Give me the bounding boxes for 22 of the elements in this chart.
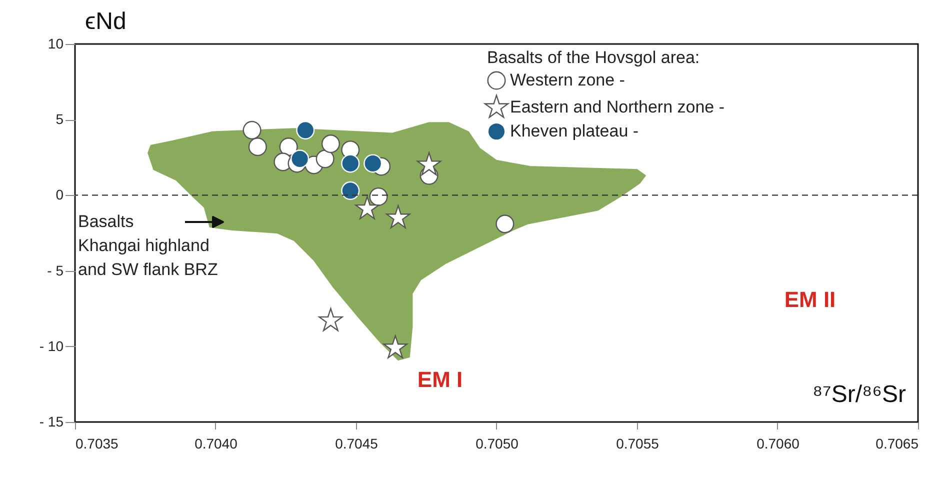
legend-label: Eastern and Northern zone - [510, 98, 725, 116]
x-tick-label: 0.7045 [335, 436, 378, 452]
legend-title: Basalts of the Hovsgol area: [487, 48, 700, 67]
y-tick-label: - 10 [39, 338, 64, 354]
x-tick-label: 0.7065 [876, 436, 919, 452]
annotation: EM I [417, 367, 463, 392]
x-tick-label: 0.7060 [756, 436, 800, 452]
x-tick-label: 0.7050 [476, 436, 519, 452]
legend-label: Kheven plateau - [510, 122, 639, 140]
y-axis-title: ϵNd [85, 8, 126, 35]
y-tick-label: - 5 [47, 262, 64, 278]
x-tick-label: 0.7040 [194, 436, 238, 452]
x-axis-title: ⁸⁷Sr/⁸⁶Sr [812, 381, 906, 408]
annotation: Basalts Khangai highland and SW flank BRZ [78, 212, 218, 279]
y-tick-label: - 15 [39, 414, 64, 430]
x-tick-label: 0.7055 [616, 436, 660, 452]
y-tick-label: 0 [56, 186, 64, 203]
x-tick-label: 0.7035 [76, 436, 119, 452]
annotation: EM II [784, 287, 836, 312]
y-tick-label: 10 [48, 36, 64, 52]
y-tick-label: 5 [56, 111, 64, 128]
legend-label: Western zone - [510, 70, 625, 90]
